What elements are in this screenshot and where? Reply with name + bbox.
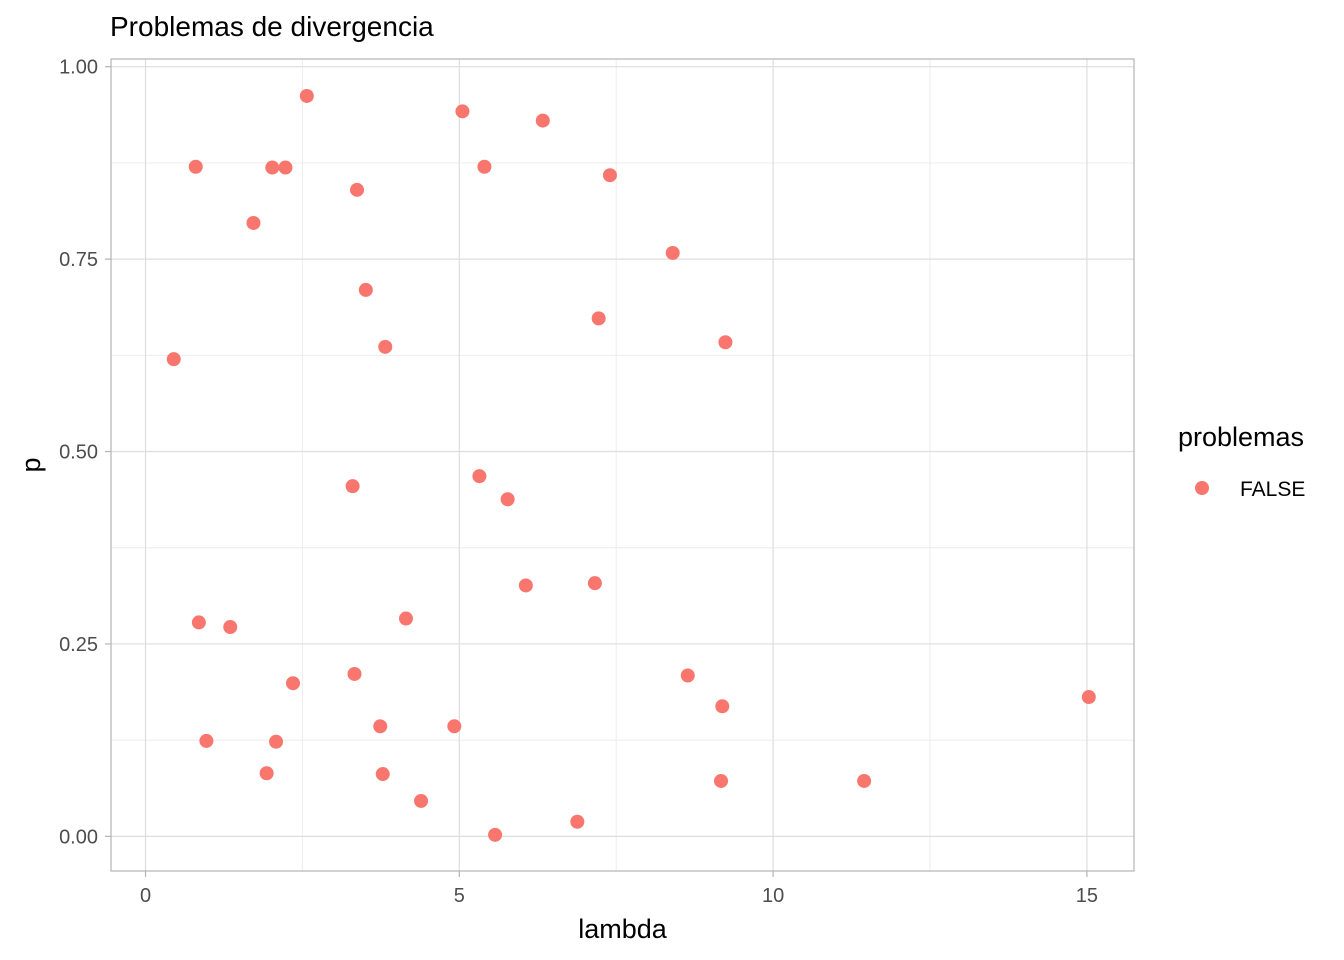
data-point	[587, 576, 602, 591]
data-point	[188, 159, 203, 174]
data-point	[535, 113, 550, 128]
legend: problemas FALSE	[1178, 422, 1305, 501]
data-point	[718, 335, 733, 350]
data-point	[715, 699, 730, 714]
data-point	[299, 88, 314, 103]
data-point	[265, 160, 280, 175]
data-point	[347, 666, 362, 681]
y-tick-label: 0.00	[59, 826, 98, 848]
plot-panel-background	[111, 59, 1134, 871]
data-point	[500, 492, 515, 507]
data-point	[269, 734, 284, 749]
plot-panel-border	[110, 58, 1135, 872]
data-point	[447, 719, 462, 734]
x-axis-title: lambda	[578, 914, 668, 944]
data-point	[714, 773, 729, 788]
data-point	[191, 615, 206, 630]
y-axis: 0.00 0.25 0.50 0.75 1.00	[59, 57, 111, 848]
data-point	[570, 814, 585, 829]
x-tick-label: 10	[762, 885, 784, 907]
data-point	[488, 827, 503, 842]
y-tick-label: 1.00	[59, 57, 98, 79]
data-point	[199, 733, 214, 748]
major-gridlines	[111, 59, 1134, 871]
legend-key	[1195, 481, 1209, 495]
data-point	[166, 352, 181, 367]
data-points	[166, 88, 1096, 842]
data-point	[857, 773, 872, 788]
data-point	[602, 168, 617, 183]
data-point	[518, 578, 533, 593]
data-point	[246, 215, 261, 230]
data-point	[286, 676, 301, 691]
plot-panel	[111, 59, 1134, 871]
data-point	[373, 719, 388, 734]
x-tick-label: 15	[1076, 885, 1098, 907]
data-point	[375, 767, 390, 782]
data-point	[259, 766, 274, 781]
legend-entries: FALSE	[1195, 478, 1305, 501]
data-point	[358, 282, 373, 297]
x-axis: 0 5 10 15	[140, 871, 1098, 907]
data-point	[477, 159, 492, 174]
legend-label: FALSE	[1240, 478, 1305, 501]
data-point	[591, 311, 606, 326]
y-axis-title: p	[16, 457, 46, 472]
y-tick-label: 0.75	[59, 249, 98, 271]
data-point	[680, 668, 695, 683]
data-point	[278, 160, 293, 175]
data-point	[455, 104, 470, 119]
x-tick-label: 5	[454, 885, 465, 907]
data-point	[398, 611, 413, 626]
data-point	[1081, 690, 1096, 705]
chart-title: Problemas de divergencia	[110, 11, 434, 42]
legend-title: problemas	[1178, 422, 1304, 452]
x-tick-label: 0	[140, 885, 151, 907]
data-point	[472, 469, 487, 484]
y-tick-label: 0.25	[59, 634, 98, 656]
data-point	[223, 620, 238, 635]
data-point	[345, 479, 360, 494]
data-point	[665, 245, 680, 260]
data-point	[414, 793, 429, 808]
y-tick-label: 0.50	[59, 442, 98, 464]
data-point	[350, 182, 365, 197]
data-point	[378, 339, 393, 354]
